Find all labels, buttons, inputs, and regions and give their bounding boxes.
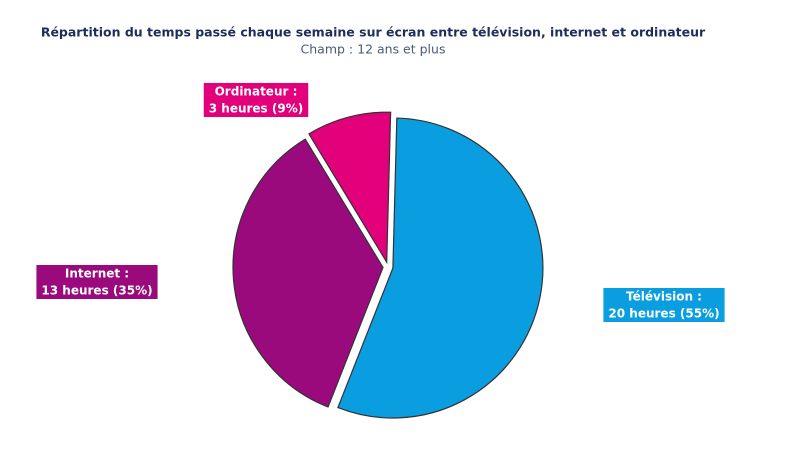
pie-slice: [308, 111, 392, 265]
slice-value-label: 20 heures (55%): [608, 307, 719, 321]
chart-title: Répartition du temps passé chaque semain…: [41, 25, 706, 40]
chart-subtitle: Champ : 12 ans et plus: [301, 42, 446, 57]
pie-slice: [337, 117, 544, 419]
label-box: [34, 263, 160, 301]
slice-category: Ordinateur :: [215, 85, 298, 99]
slice-value-label: 3 heures (9%): [209, 102, 303, 116]
slice-value-label: 13 heures (35%): [41, 284, 152, 298]
label-box: [201, 81, 311, 119]
label-box: [601, 286, 727, 324]
slice-category: Internet :: [65, 267, 129, 281]
slice-category: Télévision :: [626, 290, 702, 304]
pie-slice: [232, 138, 384, 408]
